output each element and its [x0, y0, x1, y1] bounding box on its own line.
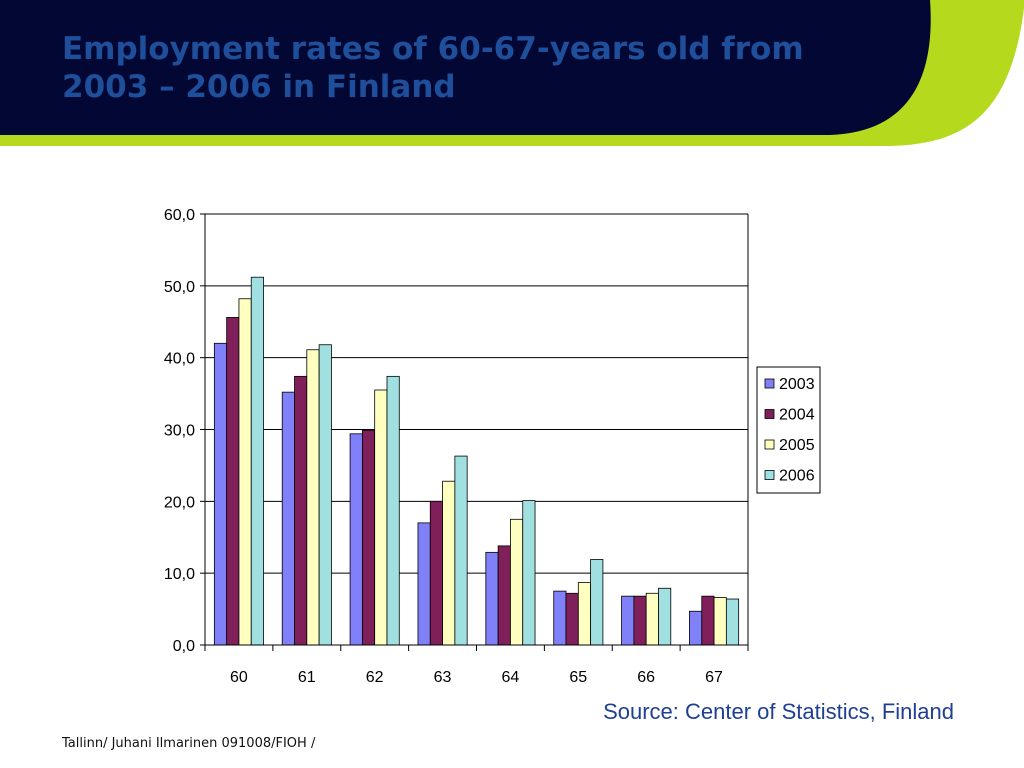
bar-2004-61	[294, 375, 308, 646]
bar-2006-66	[658, 587, 672, 646]
x-tick-label: 66	[637, 669, 655, 686]
axes	[200, 213, 749, 651]
bar-2006-61	[318, 344, 332, 646]
y-tick-label: 20,0	[164, 494, 195, 511]
y-tick-label: 30,0	[164, 423, 195, 440]
bar-2005-60	[238, 298, 252, 646]
y-tick-label: 0,0	[173, 638, 195, 655]
bar-2003-62	[349, 433, 363, 646]
bars	[213, 276, 740, 646]
tick-labels: 0,0 10,0 20,0 30,0 40,0 50,0 60,0 60 61 62 63 64 65 6…	[164, 207, 723, 686]
legend-label-2006: 2006	[779, 468, 815, 485]
bar-2005-62	[374, 389, 388, 646]
x-tick-label: 64	[502, 669, 520, 686]
bar-2003-63	[417, 522, 431, 646]
y-tick-label: 40,0	[164, 351, 195, 368]
header-band	[0, 0, 1024, 146]
x-tick-label: 60	[230, 669, 248, 686]
header-dark-panel	[0, 0, 931, 135]
legend-swatch-2004	[764, 409, 775, 419]
bar-2005-64	[510, 518, 524, 646]
bar-2006-63	[454, 455, 468, 646]
source-note: Source: Center of Statistics, Finland	[603, 699, 954, 724]
x-tick-label: 62	[366, 669, 384, 686]
x-tick-label: 65	[569, 669, 587, 686]
bar-2006-65	[590, 559, 604, 646]
bar-2003-60	[213, 342, 228, 646]
bar-2004-64	[497, 545, 511, 646]
bar-2005-61	[306, 349, 320, 646]
x-tick-label: 63	[434, 669, 452, 686]
x-tick-label: 67	[705, 669, 723, 686]
footer-note: Tallinn/ Juhani Ilmarinen 091008/FIOH /	[62, 736, 316, 751]
bar-2004-60	[226, 317, 240, 646]
bar-2005-63	[442, 480, 456, 646]
y-tick-label: 60,0	[164, 207, 195, 224]
bar-2006-67	[725, 598, 740, 646]
bar-2005-65	[577, 582, 592, 646]
bar-2006-62	[386, 375, 400, 646]
bar-2003-64	[485, 551, 499, 646]
bar-2004-66	[633, 595, 647, 646]
bar-2003-65	[553, 590, 567, 646]
bar-2003-67	[689, 610, 703, 646]
legend: 2003 2004 2005 2006	[756, 366, 821, 494]
bar-2003-66	[621, 595, 635, 646]
legend-label-2005: 2005	[779, 437, 815, 454]
bar-2005-66	[645, 592, 659, 646]
legend-swatch-2006	[764, 470, 775, 480]
legend-swatch-2005	[764, 439, 775, 450]
legend-swatch-2003	[764, 378, 775, 389]
x-tick-label: 61	[298, 669, 316, 686]
bar-2004-62	[361, 429, 376, 646]
bar-2005-67	[713, 597, 727, 646]
bar-2006-60	[250, 276, 264, 646]
y-tick-label: 10,0	[164, 566, 195, 583]
slide-title: Employment rates of 60-67-years old from…	[62, 31, 804, 105]
bar-2003-61	[281, 391, 295, 646]
legend-label-2004: 2004	[779, 407, 815, 424]
bar-2006-64	[522, 500, 536, 646]
bar-2004-63	[429, 500, 443, 646]
legend-label-2003: 2003	[779, 376, 815, 393]
y-tick-label: 50,0	[164, 279, 195, 296]
bar-2004-67	[701, 595, 715, 646]
bar-2004-65	[565, 592, 579, 646]
